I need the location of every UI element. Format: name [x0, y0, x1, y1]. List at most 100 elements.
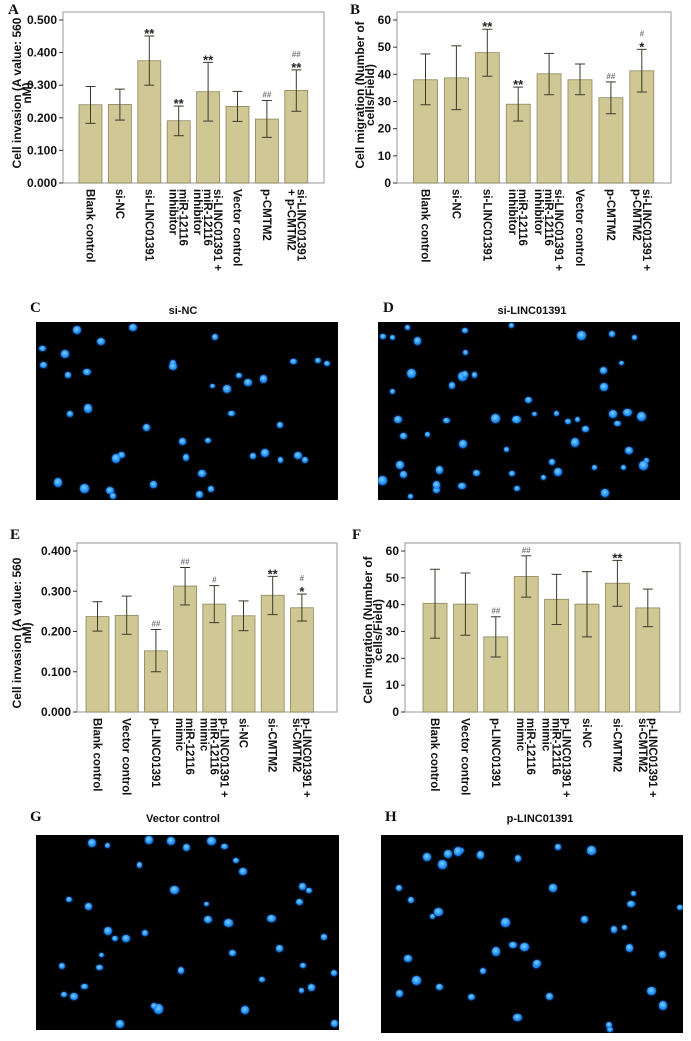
- cell-nucleus: [302, 456, 308, 463]
- x-tick-label: miR-12116inhibitor: [167, 189, 189, 246]
- cell-nucleus: [66, 896, 73, 903]
- cell-nucleus: [435, 466, 443, 474]
- cell-nucleus: [142, 423, 150, 431]
- cell-nucleus: [111, 454, 120, 463]
- x-tick-label-line: Blank control: [91, 718, 103, 791]
- cell-nucleus: [553, 467, 562, 477]
- cell-nucleus: [80, 484, 89, 493]
- significance-hash: ##: [491, 607, 500, 616]
- x-tick-label-line: mimic: [540, 718, 552, 752]
- cell-nucleus: [462, 327, 468, 333]
- cell-nucleus: [212, 333, 218, 340]
- cell-nucleus: [627, 900, 636, 907]
- bar-group: [85, 601, 110, 713]
- bar-group: **: [196, 52, 221, 184]
- cell-nucleus: [599, 382, 609, 391]
- cell-nucleus: [549, 883, 557, 892]
- bar-group: ##: [143, 619, 168, 713]
- bar-group: **: [137, 26, 162, 184]
- x-tick-label-line: si-LINC01391: [480, 189, 492, 262]
- x-tick-label: p-LINC01391 +miR-12116mimic: [197, 718, 229, 798]
- panel-label-a: A: [8, 2, 19, 18]
- cell-nucleus: [142, 929, 149, 936]
- cell-nucleus: [404, 954, 412, 962]
- cell-nucleus: [298, 988, 305, 993]
- y-tick-label: 0.400: [41, 544, 71, 558]
- x-tick-label-line: p-LINC01391 +: [560, 718, 572, 798]
- y-tick-label: 0: [384, 176, 391, 190]
- bar: [605, 582, 630, 713]
- significance-hash: #: [640, 29, 645, 38]
- cell-nucleus: [208, 486, 214, 492]
- bar-group: [452, 572, 478, 713]
- bar-group: ##: [173, 558, 198, 713]
- cell-nucleus: [195, 490, 203, 499]
- image-title-d: si-LINC01391: [497, 305, 567, 317]
- cell-nucleus: [207, 836, 217, 845]
- y-tick-label: 0.000: [41, 705, 71, 719]
- cell-nucleus: [239, 868, 247, 876]
- y-tick-label: 0.000: [27, 176, 57, 190]
- x-tick-label-line: inhibitor: [532, 189, 544, 236]
- cell-nucleus: [277, 457, 283, 463]
- cell-nucleus: [625, 944, 634, 952]
- cell-nucleus: [110, 493, 117, 499]
- y-tick-label: 0: [392, 705, 399, 719]
- cell-nucleus: [503, 447, 510, 453]
- significance-star: **: [513, 77, 524, 92]
- cell-nucleus: [467, 993, 476, 1000]
- y-tick-label: 40: [378, 67, 392, 81]
- cell-nucleus: [85, 903, 92, 910]
- cell-nucleus: [524, 396, 532, 403]
- cell-nucleus: [179, 437, 186, 445]
- cell-nucleus: [203, 916, 212, 924]
- significance-star: **: [612, 550, 623, 565]
- y-axis-label: nM): [20, 82, 34, 103]
- cell-nucleus: [582, 426, 589, 432]
- cell-nucleus: [60, 992, 68, 998]
- cell-nucleus: [491, 414, 500, 424]
- panel-label-e: E: [10, 527, 21, 543]
- cell-nucleus: [389, 334, 396, 341]
- cell-nucleus: [169, 885, 179, 894]
- cell-nucleus: [607, 1027, 613, 1033]
- bar-group: *#: [289, 574, 314, 713]
- cell-nucleus: [658, 950, 667, 958]
- x-tick-label: si-LINC01391: [480, 189, 492, 262]
- bar-group: **: [605, 550, 630, 713]
- cell-nucleus: [223, 385, 232, 393]
- cell-nucleus: [259, 977, 265, 983]
- cell-nucleus: [150, 1002, 157, 1010]
- cell-nucleus: [433, 908, 443, 916]
- x-tick-label: p-CMTM2: [604, 189, 616, 241]
- cell-nucleus: [619, 360, 625, 365]
- cell-nucleus: [118, 452, 125, 459]
- microscopy-image-p-linc01391: [381, 835, 683, 1033]
- x-tick-label-line: Vector control: [573, 189, 585, 266]
- cell-nucleus: [104, 842, 110, 849]
- x-tick-label-line: si-LINC01391: [142, 189, 154, 262]
- cell-nucleus: [605, 1022, 612, 1028]
- cell-nucleus: [97, 338, 106, 346]
- x-tick-label-line: miR-12116: [524, 718, 536, 775]
- cell-nucleus: [154, 1004, 163, 1014]
- x-tick-label-line: si-CMTM2: [636, 718, 648, 772]
- x-tick-label-line: si-NC: [580, 718, 592, 748]
- y-tick-label: 0.300: [27, 78, 57, 92]
- x-tick-label-line: miR-12116: [542, 189, 554, 246]
- significance-hash: ##: [181, 558, 190, 567]
- cell-nucleus: [514, 485, 520, 492]
- y-tick-label: 0.100: [27, 143, 57, 157]
- cell-nucleus: [394, 416, 403, 423]
- cell-nucleus: [532, 411, 538, 416]
- cell-nucleus: [168, 362, 178, 371]
- cell-nucleus: [378, 475, 387, 485]
- cell-nucleus: [399, 471, 407, 479]
- bar: [289, 607, 314, 713]
- y-tick-label: 30: [386, 625, 400, 639]
- cell-nucleus: [512, 415, 521, 424]
- cell-nucleus: [509, 470, 515, 477]
- cell-nucleus: [395, 461, 404, 469]
